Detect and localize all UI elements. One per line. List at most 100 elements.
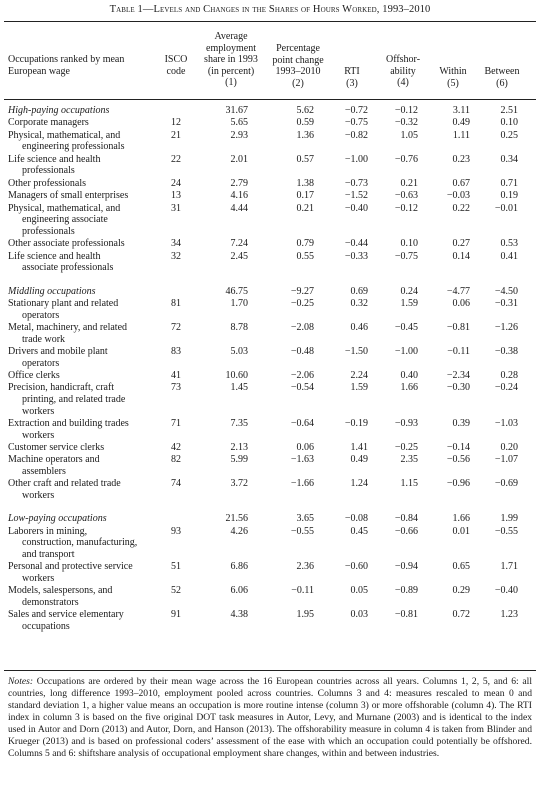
- isco-code-cell: 22: [171, 153, 181, 165]
- header-col1-line: employment: [206, 42, 256, 54]
- header-col1: Average employment share in 1993 (in percen…: [196, 31, 266, 89]
- header-occupations-line: Occupations ranked by mean: [8, 54, 125, 65]
- occupation-label-line: Personal and protective service: [8, 561, 133, 573]
- value-cell-c6: −1.07: [494, 454, 518, 466]
- value-cell-c4: 0.21: [400, 177, 419, 189]
- value-cell-c1: 4.38: [230, 609, 249, 621]
- value-cell-c3: −0.72: [344, 105, 368, 116]
- value-cell-c1: 46.75: [225, 285, 249, 297]
- value-cell-c2: 1.36: [296, 129, 315, 141]
- occupation-label-line: Corporate managers: [8, 117, 89, 129]
- value-cell-c6: −4.50: [494, 285, 518, 297]
- value-cell-c4: 0.24: [400, 285, 419, 297]
- value-cell-c3: 1.41: [350, 442, 369, 453]
- value-cell-c3: 0.69: [350, 285, 369, 297]
- value-cell-c6: 1.23: [500, 609, 519, 621]
- isco-code-cell: 34: [171, 238, 181, 250]
- value-cell-c2: −9.27: [290, 285, 314, 297]
- value-cell-c5: 0.01: [452, 525, 471, 537]
- occupation-label-line: professionals: [22, 165, 75, 177]
- value-cell-c1: 1.45: [230, 382, 249, 394]
- header-col5: Within (5): [432, 66, 474, 89]
- value-cell-c4: −0.81: [394, 609, 418, 621]
- value-cell-c3: −1.50: [344, 346, 368, 357]
- value-cell-c5: −0.11: [447, 346, 470, 357]
- occupation-label-line: operators: [22, 357, 60, 369]
- header-col3-line: (3): [346, 77, 358, 89]
- value-cell-c2: 0.21: [296, 202, 315, 214]
- value-cell-c5: 3.11: [452, 105, 470, 116]
- isco-code-cell: 42: [171, 442, 181, 453]
- value-cell-c4: −0.93: [394, 418, 418, 429]
- value-cell-c4: −0.75: [394, 250, 418, 262]
- occupation-label-line: Drivers and mobile plant: [8, 346, 108, 357]
- notes-text: Occupations are ordered by their mean wa…: [8, 676, 532, 759]
- header-col6-line: Between: [484, 66, 520, 77]
- isco-code-cell: 93: [171, 525, 181, 537]
- value-cell-c6: 0.41: [500, 250, 519, 262]
- occupation-label-line: engineering professionals: [22, 141, 125, 153]
- value-cell-c3: −0.40: [344, 202, 368, 214]
- value-cell-c6: −0.01: [494, 202, 518, 214]
- value-cell-c1: 4.26: [230, 525, 249, 537]
- occupation-label-line: engineering associate: [22, 214, 108, 226]
- occupation-label: Other professionals: [8, 178, 158, 190]
- value-cell-c3: 1.24: [350, 478, 369, 490]
- value-cell-c4: −0.25: [394, 442, 418, 453]
- value-cell-c5: 0.06: [452, 298, 471, 309]
- occupation-label-line: Other professionals: [8, 177, 87, 189]
- value-cell-c3: −0.33: [344, 250, 368, 262]
- value-cell-c5: 0.14: [452, 250, 471, 262]
- value-cell-c1: 10.60: [225, 370, 249, 381]
- value-cell-c2: 1.95: [296, 609, 315, 621]
- value-cell-c3: 0.05: [350, 585, 369, 597]
- value-cell-c6: −1.26: [494, 322, 518, 333]
- group-label: Middling occupations: [8, 286, 158, 298]
- value-cell-c2: −2.08: [290, 322, 314, 333]
- occupation-label: Laborers in mining, construction, manufac…: [8, 526, 158, 561]
- value-cell-c5: −0.14: [446, 442, 470, 453]
- value-cell-c5: 0.49: [452, 117, 471, 129]
- isco-code-cell: 52: [171, 585, 181, 597]
- occupation-label-line: Other associate professionals: [8, 238, 125, 250]
- table-title: Table 1—Levels and Changes in the Shares…: [109, 4, 431, 15]
- value-cell-c1: 1.70: [230, 298, 249, 309]
- value-cell-c6: 0.53: [500, 238, 519, 250]
- occupation-label-line: occupations: [22, 620, 70, 632]
- header-occupations-line: European wage: [8, 65, 70, 77]
- occupation-label-line: professionals: [22, 225, 75, 237]
- isco-code-cell: 24: [171, 177, 181, 189]
- header-col2-line: Percentage: [276, 43, 320, 54]
- occupation-label-line: Customer service clerks: [8, 442, 105, 453]
- value-cell-c5: 0.23: [452, 153, 471, 165]
- value-cell-c6: 0.34: [500, 153, 519, 165]
- value-cell-c3: 1.59: [350, 382, 369, 394]
- value-cell-c3: −0.44: [344, 238, 368, 250]
- value-cell-c1: 4.44: [230, 202, 249, 214]
- value-cell-c6: −0.38: [494, 346, 518, 357]
- occupation-label-line: Life science and health: [8, 153, 101, 165]
- value-cell-c2: −1.63: [290, 454, 314, 466]
- value-cell-c1: 5.03: [230, 346, 249, 357]
- value-cell-c2: 0.57: [296, 153, 315, 165]
- value-cell-c2: 5.62: [296, 105, 315, 116]
- header-col5-line: (5): [447, 77, 459, 89]
- value-cell-c6: −0.55: [494, 525, 518, 537]
- header-rule: [4, 99, 536, 100]
- value-cell-c4: −0.76: [394, 153, 418, 165]
- occupation-label: Life science and health associate profess…: [8, 251, 158, 274]
- occupation-label-line: Sales and service elementary: [8, 609, 124, 621]
- value-cell-c4: 1.05: [400, 129, 419, 141]
- isco-code-cell: 32: [171, 250, 181, 262]
- group-label: High-paying occupations: [8, 105, 158, 117]
- occupation-label-line: workers: [22, 405, 55, 417]
- isco-code-cell: 71: [171, 418, 181, 429]
- header-col5-line: Within: [439, 66, 467, 77]
- header-col4: Offshor-ability (4): [374, 54, 432, 89]
- value-cell-c4: 1.15: [400, 478, 419, 490]
- value-cell-c1: 5.99: [230, 454, 249, 466]
- occupation-label-line: Precision, handicraft, craft: [8, 382, 115, 394]
- value-cell-c5: −2.34: [446, 370, 470, 381]
- value-cell-c2: 3.65: [296, 513, 315, 525]
